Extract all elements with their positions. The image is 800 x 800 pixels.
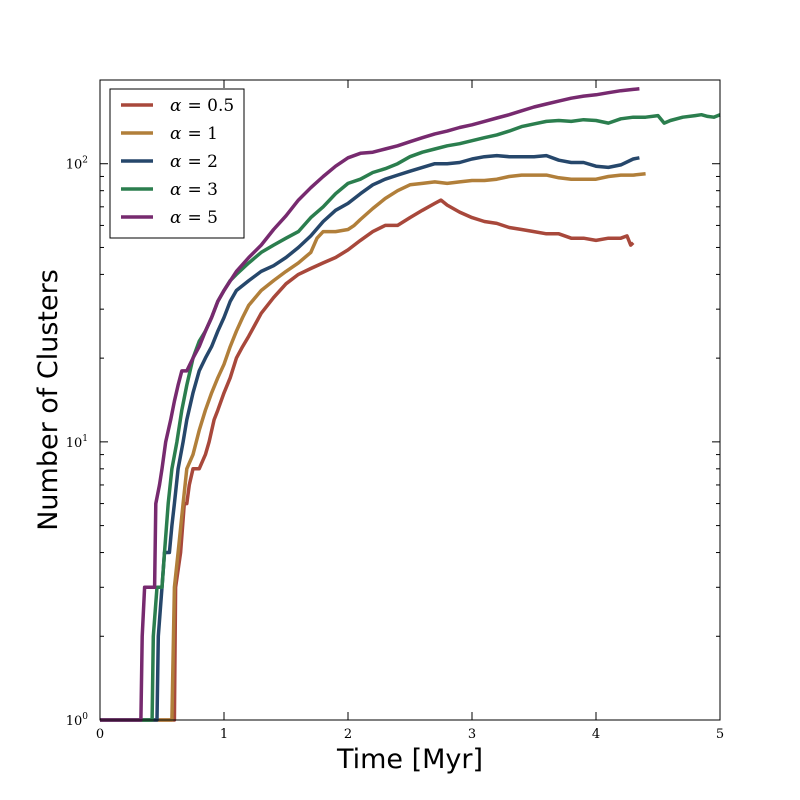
series-line [100, 112, 721, 722]
legend-symbol: α [170, 180, 182, 200]
legend-value: = 2 [187, 152, 217, 172]
series-line [100, 172, 646, 722]
x-tick-label: 1 [220, 727, 228, 742]
legend-symbol: α [170, 96, 182, 116]
series-lines [100, 87, 721, 722]
legend-value: = 1 [187, 124, 217, 144]
x-tick-label: 2 [344, 727, 352, 742]
y-tick-exponent: 2 [82, 156, 88, 166]
legend-label: α = 5 [170, 208, 218, 228]
legend-value: = 0.5 [187, 96, 234, 116]
legend-symbol: α [170, 208, 182, 228]
legend-symbol: α [170, 124, 182, 144]
legend-label: α = 2 [170, 152, 218, 172]
legend-label: α = 0.5 [170, 96, 234, 116]
y-tick-label: 102 [66, 156, 88, 173]
legend-label: α = 3 [170, 180, 218, 200]
x-tick-label: 0 [96, 727, 104, 742]
legend-value: = 3 [187, 180, 217, 200]
x-tick-label: 5 [716, 727, 724, 742]
series-line [100, 153, 640, 722]
y-tick-exponent: 0 [82, 712, 88, 722]
legend: α = 0.5α = 1α = 2α = 3α = 5 [109, 88, 245, 239]
x-tick-label: 4 [592, 727, 600, 742]
x-tick-label: 3 [468, 727, 476, 742]
plot-frame [99, 79, 721, 721]
legend-symbol: α [170, 152, 182, 172]
series-line [100, 198, 635, 722]
x-axis-title: Time [Myr] [336, 744, 483, 775]
legend-label: α = 1 [170, 124, 218, 144]
legend-box [109, 88, 245, 239]
series-line [100, 87, 640, 722]
y-tick-label: 101 [66, 434, 88, 451]
y-tick-label: 100 [66, 712, 89, 729]
y-tick-exponent: 1 [82, 434, 88, 444]
y-axis-title: Number of Clusters [33, 269, 64, 531]
legend-value: = 5 [187, 208, 217, 228]
